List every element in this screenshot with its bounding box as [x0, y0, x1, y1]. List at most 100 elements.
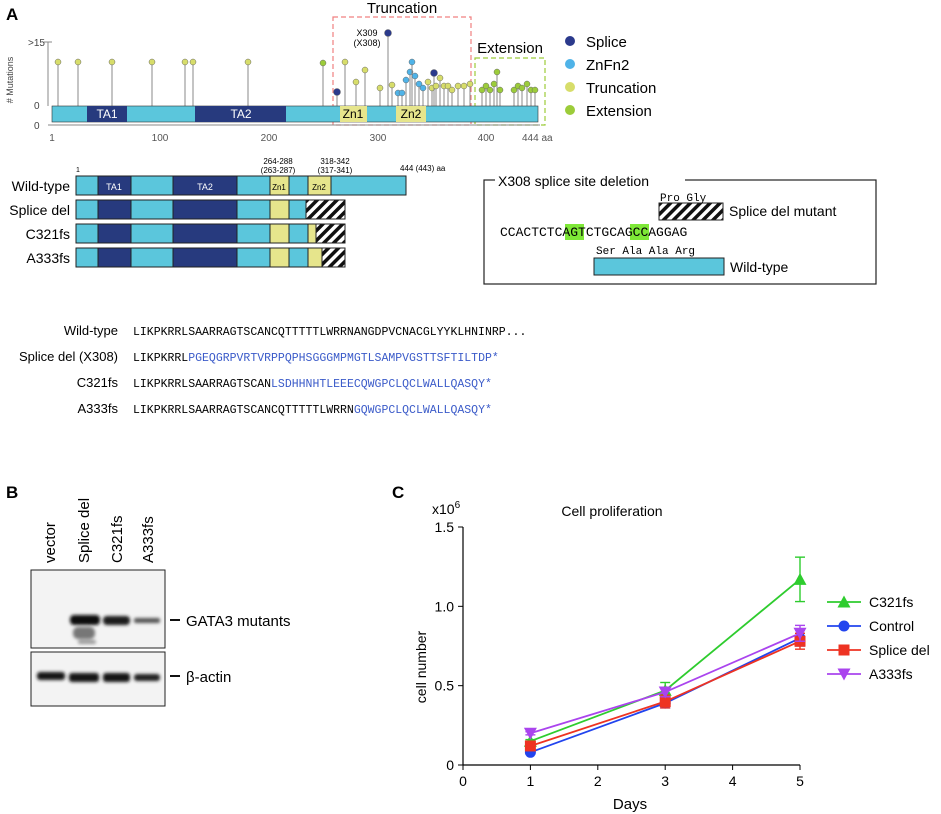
chart-legend: C321fs Control Splice del A333fs: [827, 594, 930, 682]
gata3-band-c321: [103, 616, 130, 625]
mutation-dot: [432, 82, 440, 90]
lollipop-x-tick: 300: [370, 133, 387, 144]
lollipop-zn1-label: Zn1: [343, 107, 364, 121]
construct-a333-zn2: [307, 247, 323, 268]
chart-series: [523, 556, 807, 758]
mutation-dot: [482, 82, 490, 90]
lollipop-x-tick: 400: [478, 133, 495, 144]
panel-c: C x106 Cell proliferation cell number Da…: [392, 483, 930, 813]
splice-wt-bar: [593, 257, 725, 276]
seq-name: C321fs: [77, 375, 119, 390]
lollipop-ta2-label: TA2: [230, 107, 251, 121]
lollipop-y-zero: 0: [34, 101, 40, 112]
legend-marker: [838, 644, 850, 656]
seq-line: LIKPKRRLSAARRAGTSCANCQTTTTTLWRRNANGDPVCN…: [133, 326, 526, 339]
x-tick-label: 1: [527, 773, 535, 789]
mutation-dot: [490, 80, 498, 88]
lollipop-x-tick: 1: [49, 133, 55, 144]
lane-label: C321fs: [109, 515, 126, 563]
construct-pos-zn1: 264-288: [263, 157, 293, 166]
construct-wt-zn2: [307, 175, 332, 196]
data-point: [793, 627, 807, 640]
y-tick-label: 0.5: [435, 678, 455, 694]
extension-title: Extension: [477, 40, 543, 57]
mutation-dot: [148, 58, 156, 66]
construct-pos-zn2-alt: (317-341): [318, 166, 353, 175]
lane-label: Splice del: [76, 498, 93, 563]
lollipop-x-tick: 200: [261, 133, 278, 144]
mutation-dot: [531, 86, 539, 94]
splice-wt-label: Wild-type: [730, 259, 789, 275]
construct-wt-zn2-label: Zn2: [312, 183, 326, 192]
x-axis-label: Days: [613, 796, 647, 813]
mutation-dot: [54, 58, 62, 66]
mutation-dot: [74, 58, 82, 66]
x-tick-label: 3: [661, 773, 669, 789]
legend-dot-truncation: [565, 82, 575, 92]
mutation-dot: [460, 82, 468, 90]
construct-wt-zn1: [269, 175, 290, 196]
hotspot-label-alt: (X308): [353, 38, 380, 48]
lollipop-ta1: [87, 106, 127, 122]
y-tick-label: 1.5: [435, 519, 455, 535]
y-tick-label: 1.0: [435, 598, 455, 614]
mutation-dot: [108, 58, 116, 66]
construct-a333-zn1: [269, 247, 290, 268]
lollipop-mutations: [54, 29, 539, 106]
legend-label: Splice del: [869, 642, 930, 658]
lollipop-ta2: [195, 106, 286, 122]
seq-line: LIKPKRRLSAARRAGTSCANLSDHHNHTLEEECQWGPCLQ…: [133, 378, 492, 391]
data-point: [658, 686, 672, 699]
panel-b-label: B: [6, 483, 18, 502]
splice-wt-aa: Ser Ala Ala Arg: [596, 246, 695, 258]
splice-dna-sequence: CCACTCTCAGTCTGCAGCCAGGAG: [500, 225, 687, 240]
construct-pos-zn2: 318-342: [320, 157, 350, 166]
y-axis-label: cell number: [413, 630, 429, 703]
construct-label-a333fs: A333fs: [26, 250, 70, 266]
lollipop-zn1: [340, 106, 367, 122]
construct-label-c321fs: C321fs: [26, 226, 70, 242]
splice-box-title: X308 splice site deletion: [498, 173, 649, 189]
construct-a333-hatch: [321, 247, 346, 268]
mutation-dot: [523, 80, 531, 88]
gata3-bands: [70, 615, 160, 644]
mutation-dot: [352, 78, 360, 86]
gata3-band-a333: [134, 618, 160, 623]
x-tick-label: 4: [729, 773, 737, 789]
lollipop-y-top: >15: [28, 38, 45, 49]
seq-name: Wild-type: [64, 323, 118, 338]
lollipop-x-tick: 100: [152, 133, 169, 144]
legend-label-extension: Extension: [586, 103, 652, 120]
construct-label-wt: Wild-type: [12, 178, 71, 194]
construct-wt-zn1-label: Zn1: [272, 183, 286, 192]
construct-wt-ta1-label: TA1: [106, 182, 122, 192]
data-point: [523, 727, 537, 740]
construct-splice-hatch: [305, 199, 346, 220]
gata3-band-splice: [70, 615, 100, 625]
y-tick-label: 0: [446, 757, 454, 773]
gata3-label: GATA3 mutants: [186, 613, 290, 630]
mutation-dot: [454, 82, 462, 90]
construct-c321-zn2: [307, 223, 317, 244]
legend-label: A333fs: [869, 666, 913, 682]
panel-b: B vector Splice del C321fs A333fs GATA3 …: [6, 483, 290, 707]
construct-c321-ta1: [97, 223, 132, 244]
mutation-dot: [319, 59, 327, 67]
mutation-dot: [333, 88, 341, 96]
actin-bands: [37, 672, 160, 682]
mutation-dot: [424, 78, 432, 86]
splice-mutant-hatch: [658, 202, 724, 221]
hotspot-label: X309: [356, 28, 377, 38]
legend-dot-splice: [565, 36, 575, 46]
construct-wt-ta1: [97, 175, 132, 196]
legend-dot-znfn2: [565, 59, 575, 69]
blot-gata3: [30, 569, 166, 649]
lollipop-x-zero: 0: [34, 121, 40, 132]
series-c321fs: [523, 556, 807, 747]
legend-dot-extension: [565, 105, 575, 115]
mutation-dot: [486, 86, 494, 94]
x-tick-label: 5: [796, 773, 804, 789]
mutation-dot: [415, 80, 423, 88]
legend-marker: [838, 620, 850, 632]
mutation-dot: [466, 80, 474, 88]
